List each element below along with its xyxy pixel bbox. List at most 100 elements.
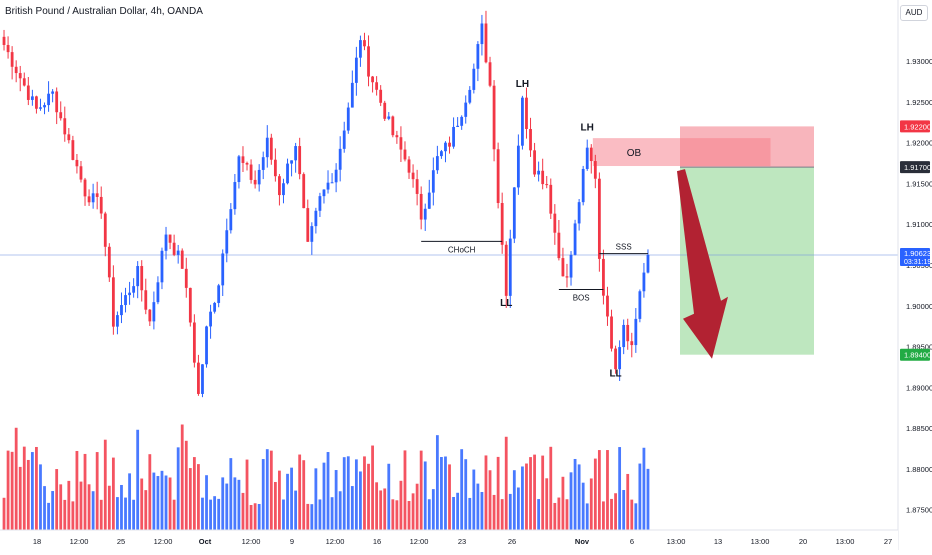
candle-body — [379, 89, 383, 103]
volume-bar — [197, 464, 200, 530]
candle-body — [480, 23, 484, 45]
structure-label: LH — [516, 79, 529, 90]
volume-bar — [253, 503, 257, 530]
candle-body — [273, 159, 277, 177]
candle-body — [217, 285, 221, 303]
volume-bar — [282, 499, 285, 530]
volume-bar — [638, 463, 642, 530]
volume-bar — [346, 456, 350, 530]
volume-bar — [39, 464, 42, 530]
candle-body — [160, 250, 164, 283]
volume-bar — [597, 450, 601, 530]
candle-body — [488, 62, 492, 86]
candle-body — [326, 182, 330, 190]
volume-bar — [589, 478, 593, 530]
volume-bar — [111, 457, 115, 530]
volume-bar — [379, 490, 383, 530]
x-tick-label: 27 — [884, 537, 892, 546]
volume-bar — [245, 459, 249, 530]
volume-bar — [456, 492, 460, 530]
volume-bar — [180, 424, 184, 530]
y-tick-label: 1.92500 — [906, 98, 932, 107]
y-tick-label: 1.89000 — [906, 383, 932, 392]
volume-bar — [136, 429, 140, 530]
y-tick-label: 1.91000 — [906, 220, 932, 229]
candle-body — [278, 176, 281, 196]
volume-bar — [541, 455, 545, 530]
volume-bar — [516, 487, 520, 530]
candle-body — [573, 223, 577, 255]
candle-body — [375, 82, 379, 90]
candle-body — [435, 156, 439, 171]
x-tick-label: 6 — [630, 537, 634, 546]
volume-bar — [581, 482, 585, 530]
candle-body — [265, 137, 269, 158]
volume-bar — [427, 499, 431, 530]
candle-body — [597, 178, 601, 259]
candle-body — [168, 234, 172, 243]
candle-body — [525, 97, 528, 129]
volume-bar — [496, 456, 500, 530]
candle-body — [140, 266, 144, 291]
volume-bar — [47, 502, 50, 530]
price-badge — [900, 120, 930, 133]
candle-body — [638, 291, 642, 319]
candle-body — [132, 286, 136, 293]
current-price-label: 1.90623 — [904, 249, 931, 258]
volume-bar — [261, 459, 265, 530]
volume-bar — [334, 470, 338, 530]
volume-bar — [630, 499, 634, 530]
x-tick-label: 20 — [799, 537, 807, 546]
candle-body — [504, 244, 508, 296]
volume-bar — [484, 455, 488, 530]
candle-body — [468, 89, 472, 103]
candle-body — [83, 179, 87, 197]
volume-bar — [241, 492, 245, 530]
volume-bar — [521, 466, 524, 530]
candle-body — [464, 102, 468, 117]
currency-badge[interactable]: AUD — [900, 5, 928, 21]
volume-bar — [26, 459, 30, 530]
candle-layer — [2, 10, 650, 398]
candle-body — [257, 169, 261, 185]
candle-body — [192, 322, 196, 363]
candle-body — [642, 272, 646, 292]
candle-body — [164, 234, 168, 251]
volume-bar — [217, 498, 221, 530]
volume-bar — [452, 496, 455, 530]
x-tick-label: 9 — [290, 537, 294, 546]
volume-bar — [403, 450, 407, 530]
candle-body — [201, 364, 204, 394]
volume-bar — [91, 491, 95, 530]
volume-bar — [205, 475, 208, 530]
volume-bar — [602, 501, 605, 530]
candle-body — [120, 305, 123, 316]
x-tick-label: 12:00 — [242, 537, 261, 546]
candle-body — [128, 292, 131, 296]
volume-bar — [561, 476, 565, 530]
volume-bar — [83, 453, 87, 530]
volume-bar — [606, 450, 609, 530]
volume-bar — [375, 482, 379, 530]
volume-layer — [2, 424, 650, 530]
y-tick-label: 1.91500 — [906, 179, 932, 188]
x-tick-label: 18 — [33, 537, 41, 546]
candle-body — [6, 44, 10, 53]
candle-body — [427, 192, 431, 209]
price-badge-label: 1.89400 — [904, 351, 931, 360]
candle-body — [541, 170, 545, 185]
countdown-label: 03:31:19 — [904, 259, 931, 266]
volume-bar — [569, 472, 573, 530]
candle-body — [152, 302, 156, 322]
volume-bar — [168, 477, 172, 530]
x-tick-label: 12:00 — [70, 537, 89, 546]
volume-bar — [338, 491, 342, 530]
volume-bar — [387, 463, 391, 530]
volume-bar — [367, 463, 370, 530]
volume-bar — [164, 475, 168, 530]
volume-bar — [184, 440, 188, 530]
candle-body — [269, 137, 273, 160]
candle-body — [47, 93, 50, 106]
